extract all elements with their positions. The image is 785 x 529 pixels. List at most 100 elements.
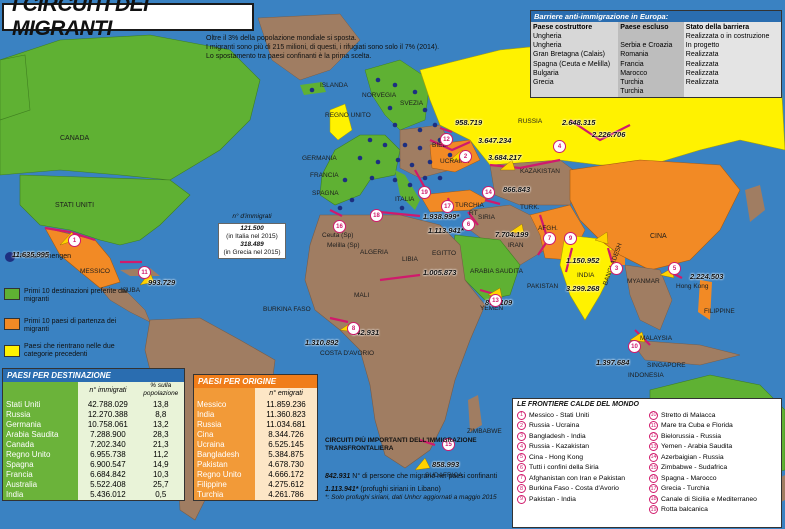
border-marker-3: 3 — [610, 262, 623, 275]
label-rt: RT — [469, 210, 478, 217]
flow-malacca: 1.397.684 — [596, 358, 630, 367]
label-islanda: ISLANDA — [320, 82, 348, 89]
label-algeria: ALGERIA — [360, 249, 389, 256]
label-malaysia: MALAYSIA — [640, 335, 673, 342]
label-india: INDIA — [577, 272, 595, 279]
border-marker-14: 14 — [482, 186, 495, 199]
border-marker-11: 11 — [138, 266, 151, 279]
border-number: 7 — [517, 473, 526, 483]
cell: Marocco — [620, 69, 648, 77]
border-label: Tutti i confini della Siria — [529, 464, 599, 472]
label-zimbabwe: ZIMBABWE — [467, 428, 502, 435]
border-label: Stretto di Malacca — [661, 411, 716, 419]
border-item: 16 Spagna - Marocco — [649, 473, 781, 484]
dest-col2: % sulla popolazione 13,8 8,8 13,2 28,3 21,3 1… — [138, 382, 184, 500]
label-svezia: SVEZIA — [400, 100, 424, 107]
flow-usa-mex: 11.635.995 — [12, 250, 49, 259]
flow-rus-kaz2: 3.684.217 — [488, 153, 522, 162]
border-item: 9 Pakistan - India — [517, 494, 649, 505]
label-cuba: CUBA — [122, 287, 141, 294]
border-marker-13: 13 — [489, 294, 502, 307]
label-yemen: YEMEN — [480, 305, 504, 312]
border-marker-6: 6 — [462, 218, 475, 231]
border-marker-1: 1 — [68, 234, 81, 247]
border-marker-7: 7 — [543, 232, 556, 245]
legend-green: Primi 10 destinazioni preferite dai migr… — [24, 288, 128, 303]
legend-orange-swatch — [4, 318, 20, 330]
label-singapore: SINGAPORE — [647, 362, 686, 369]
flow-costa: 1.310.892 — [305, 338, 339, 347]
label-kazakistan: KAZAKISTAN — [520, 168, 560, 175]
barrier-header: Barriere anti-immigrazione in Europa: — [531, 11, 781, 22]
border-number: 19 — [649, 505, 658, 515]
flow-costa2: 842.931 — [352, 328, 380, 337]
dest-percent: 13,2 — [152, 420, 169, 429]
circuits-footnote: *: Solo profughi siriani, dati Unhcr agg… — [325, 494, 497, 501]
orig-emigrants: 6.525.145 — [268, 440, 304, 449]
border-item: 13 Yemen - Arabia Saudita — [649, 442, 781, 453]
dest-percent: 10,3 — [152, 470, 169, 479]
label-usa: STATI UNITI — [55, 202, 95, 209]
dest-title: PAESI PER DESTINAZIONE — [3, 369, 184, 382]
border-label: Pakistan - India — [529, 495, 576, 503]
dest-immigrants: 6.955.738 — [90, 450, 126, 459]
border-marker-16: 16 — [333, 220, 346, 233]
dest-country: Australia — [6, 480, 38, 489]
border-marker-12: 12 — [440, 133, 453, 146]
italy-note: (in Italia nel 2015) — [226, 233, 278, 240]
barrier-status: Stato della barriera Realizzata o in cos… — [683, 22, 781, 98]
label-indonesia: INDONESIA — [628, 372, 664, 379]
legend-yellow-swatch — [4, 345, 20, 357]
circuits-note: CIRCUITI PIÙ IMPORTANTI DELL'IMMIGRAZION… — [325, 437, 510, 502]
orig-h1: n° emigrati — [269, 390, 303, 397]
dest-col1: n° immigrati 42.788.029 12.270.388 10.758.… — [78, 382, 137, 500]
barrier-table: Barriere anti-immigrazione in Europa: Pa… — [530, 10, 782, 99]
border-label: Cina - Hong Kong — [529, 453, 584, 461]
cell: Grecia — [533, 79, 554, 87]
border-item: 19 Rotta balcanica — [649, 505, 781, 516]
border-marker-10: 10 — [628, 340, 641, 353]
orig-emigrants: 4.261.786 — [268, 490, 304, 499]
flow-hongkong: 2.224.503 — [690, 272, 724, 281]
dest-country: Regno Unito — [6, 450, 51, 459]
label-canada: CANADA — [60, 135, 90, 142]
border-item: 11 Mare tra Cuba e Florida — [649, 421, 781, 432]
cell: Gran Bretagna (Calais) — [533, 51, 605, 59]
label-turk: TURK. — [520, 204, 540, 211]
border-item: 7 Afghanistan con Iran e Pakistan — [517, 473, 649, 484]
cell: Ungheria — [533, 42, 562, 50]
border-number: 6 — [517, 463, 526, 473]
flow-kaz-b: 2.226.706 — [592, 130, 626, 139]
border-item: 1 Messico - Stati Uniti — [517, 410, 649, 421]
flow-azer: 866.843 — [503, 185, 531, 194]
label-francia: FRANCIA — [310, 172, 339, 179]
dest-names: Stati Uniti Russia Germania Arabia Saudita C… — [3, 382, 79, 500]
label-costa: COSTA D'AVORIO — [320, 350, 375, 357]
border-item: 8 Burkina Faso - Costa d'Avorio — [517, 484, 649, 495]
cell: Realizzata o in costruzione — [685, 33, 770, 40]
dest-percent: 25,7 — [152, 480, 169, 489]
dest-immigrants: 10.758.061 — [87, 420, 128, 429]
orig-country: Pakistan — [197, 460, 228, 469]
dest-immigrants: 42.788.029 — [87, 400, 128, 409]
origin-table: PAESI PER ORIGINE Messico India Russia Cina… — [193, 374, 318, 501]
circuits-lebanon-text: (profughi siriani in Libano) — [360, 486, 441, 493]
borders-title: LE FRONTIERE CALDE DEL MONDO — [517, 401, 639, 408]
orig-emigrants: 11.034.681 — [266, 420, 306, 429]
label-bielorussia: BIEL. — [432, 142, 448, 149]
legend-yellow: Paesi che rientrano nelle due categorie … — [24, 343, 115, 358]
border-label: Zimbabwe - Sudafrica — [661, 464, 728, 472]
label-italia: ITALIA — [395, 196, 415, 203]
dest-percent: 21,3 — [152, 440, 169, 449]
circuits-title: CIRCUITI PIÙ IMPORTANTI DELL'IMMIGRAZION… — [325, 437, 477, 452]
cell: Realizzata — [685, 60, 719, 68]
dest-percent: 8,8 — [155, 410, 167, 419]
border-item: 4 Russia - Kazakistan — [517, 442, 649, 453]
label-ucraina: UCRAINA — [440, 158, 470, 165]
border-marker-18: 18 — [370, 209, 383, 222]
col-head: Paese escluso — [620, 24, 669, 31]
border-label: Mare tra Cuba e Florida — [661, 422, 733, 430]
border-label: Russia - Kazakistan — [529, 443, 590, 451]
immigrati-label: n° d'immigrati — [232, 213, 272, 220]
orig-country: Turchia — [197, 490, 224, 499]
